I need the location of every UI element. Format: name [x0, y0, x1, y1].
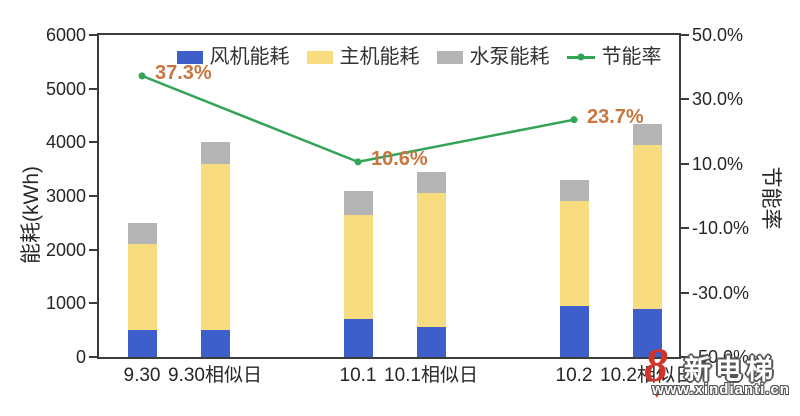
bars-layer: [99, 35, 679, 357]
y-right-tick-label: 30.0%: [692, 89, 744, 110]
y-right-tick-label: 50.0%: [692, 25, 744, 45]
legend-line-icon: [566, 53, 595, 61]
y-left-tick-label: 5000: [45, 78, 86, 99]
legend-item-水泵能耗: 水泵能耗: [436, 46, 550, 68]
x-axis-label-10.2相似日: 10.2相似日: [600, 365, 694, 386]
y-left-tick: [89, 248, 97, 251]
bar-segment-水泵能耗-10.1相似日: [416, 171, 446, 194]
heart-icon: ♥: [652, 385, 662, 402]
y-right-tick-label: -30.0%: [692, 282, 750, 303]
watermark-brand-name: 新电梯: [684, 355, 777, 385]
legend-item-节能率: 节能率: [566, 46, 662, 68]
legend-label: 节能率: [601, 46, 662, 68]
bar-segment-水泵能耗-10.1: [343, 190, 373, 215]
y-left-tick: [89, 141, 97, 144]
x-axis-label-9.30相似日: 9.30相似日: [168, 365, 262, 386]
y-left-tick-label: 0: [75, 347, 86, 367]
legend-swatch-icon: [436, 50, 463, 64]
bar-segment-主机能耗-10.1相似日: [416, 193, 446, 328]
x-axis-label-9.30: 9.30: [123, 365, 161, 386]
bar-segment-主机能耗-10.2相似日: [632, 145, 662, 309]
y-right-tick: [681, 34, 689, 36]
bar-segment-风机能耗-10.2: [559, 306, 589, 357]
y-right-tick: [681, 98, 689, 101]
bar-segment-水泵能耗-9.30: [127, 222, 157, 245]
legend-swatch-icon: [306, 50, 333, 64]
y-left-tick: [89, 34, 97, 36]
line-marker: [138, 72, 146, 80]
legend-item-主机能耗: 主机能耗: [306, 46, 420, 68]
y-right-tick: [681, 162, 689, 165]
bar-segment-风机能耗-9.30: [127, 330, 157, 357]
bar-segment-主机能耗-10.2: [559, 201, 589, 307]
y-axis-title-right: 节能率: [759, 166, 782, 230]
y-left-tick: [89, 302, 97, 305]
saving-rate-line: [138, 72, 578, 166]
y-right-tick: [681, 291, 689, 294]
legend-swatch-icon: [176, 50, 203, 64]
data-label-37.3%: 37.3%: [155, 61, 212, 84]
data-label-23.7%: 23.7%: [587, 105, 644, 128]
y-right-tick: [681, 356, 689, 358]
y-left-tick-label: 2000: [45, 239, 86, 260]
xindianti-logo-icon: 8: [644, 339, 668, 392]
bar-segment-水泵能耗-9.30相似日: [200, 142, 230, 164]
y-axis-title-left: 能耗(kWh): [20, 166, 43, 264]
legend-label: 主机能耗: [339, 46, 420, 68]
bar-segment-风机能耗-10.1相似日: [416, 327, 446, 357]
y-left-tick-label: 1000: [45, 293, 86, 314]
y-left-tick: [89, 195, 97, 197]
y-left-tick-label: 6000: [45, 25, 86, 45]
watermark-url: www.xindianti.cn: [652, 381, 790, 398]
y-right-tick-label: 10.0%: [692, 153, 744, 174]
y-right-tick: [681, 227, 689, 230]
bar-segment-主机能耗-9.30相似日: [200, 163, 230, 331]
y-left-tick-label: 4000: [45, 132, 86, 153]
x-axis-label-10.1相似日: 10.1相似日: [384, 365, 478, 386]
bar-segment-水泵能耗-10.2: [559, 179, 589, 202]
data-label-10.6%: 10.6%: [371, 147, 428, 170]
bar-segment-风机能耗-10.2相似日: [632, 308, 662, 357]
bar-segment-风机能耗-9.30相似日: [200, 330, 230, 357]
x-axis-label-10.1: 10.1: [339, 365, 377, 386]
bar-segment-主机能耗-10.1: [343, 214, 373, 320]
bar-segment-水泵能耗-10.2相似日: [632, 123, 662, 146]
y-right-tick-label: -50.0%: [692, 347, 750, 367]
legend-label: 风机能耗: [209, 46, 290, 68]
watermark: 8 ♥ 新电梯 www.xindianti.cn: [636, 340, 796, 406]
y-left-tick-label: 3000: [45, 186, 86, 206]
plot-area: 37.3% 10.6% 23.7% 风机能耗 主机能耗 水泵能耗 节能率: [97, 33, 681, 359]
y-left-tick: [89, 356, 97, 358]
legend-label: 水泵能耗: [469, 46, 550, 68]
line-marker: [354, 158, 362, 166]
y-right-tick-label: -10.0%: [692, 218, 750, 239]
line-marker: [570, 116, 578, 124]
y-left-tick: [89, 87, 97, 90]
line-point-labels: 37.3% 10.6% 23.7%: [99, 35, 679, 357]
legend: 风机能耗 主机能耗 水泵能耗 节能率: [129, 46, 709, 68]
legend-item-风机能耗: 风机能耗: [176, 46, 290, 68]
legend-line-marker-icon: [577, 53, 584, 61]
x-axis-label-10.2: 10.2: [555, 365, 593, 386]
bar-segment-主机能耗-9.30: [127, 244, 157, 331]
bar-segment-风机能耗-10.1: [343, 319, 373, 357]
